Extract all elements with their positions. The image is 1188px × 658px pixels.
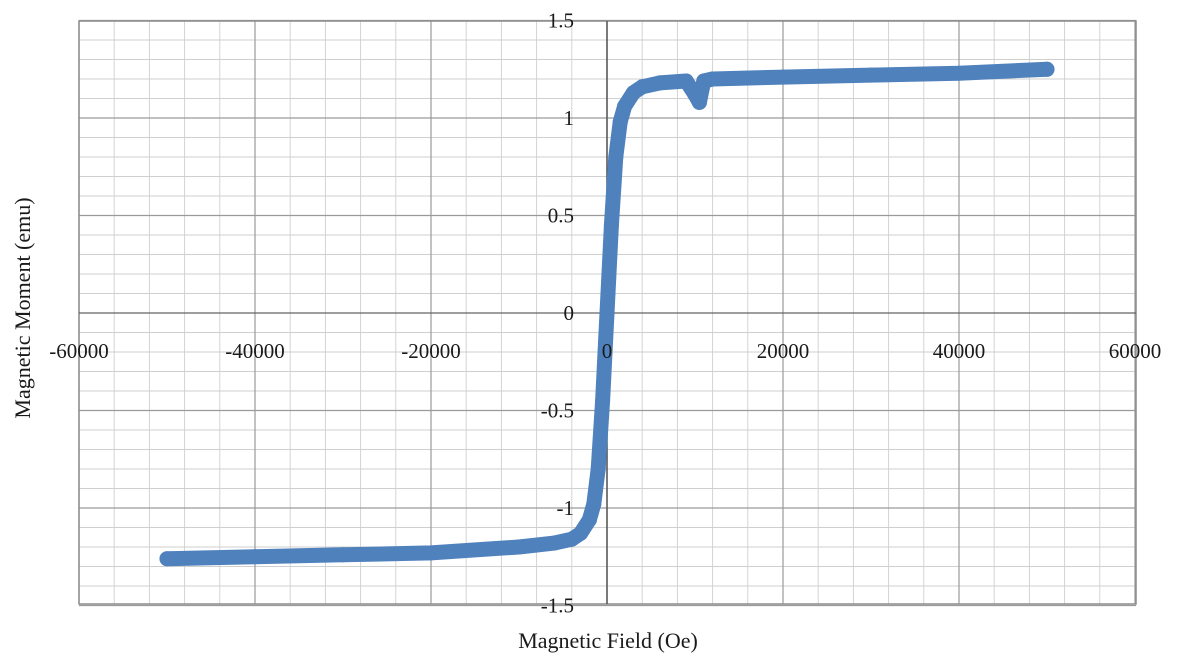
y-tick-label: -0.5 <box>541 399 574 423</box>
y-tick-label: 1 <box>564 106 575 130</box>
data-point <box>511 539 527 555</box>
y-axis-title: Magnetic Moment (emu) <box>10 197 35 418</box>
x-tick-label: 40000 <box>933 339 986 363</box>
x-tick-label: -20000 <box>401 339 461 363</box>
y-tick-label: 1.5 <box>548 9 574 33</box>
data-point <box>612 114 628 130</box>
y-tick-label: 0.5 <box>548 204 574 228</box>
data-point <box>863 67 879 83</box>
data-point <box>634 79 650 95</box>
data-point <box>608 149 624 165</box>
data-point <box>678 73 694 89</box>
data-point <box>652 75 668 91</box>
data-point <box>595 393 611 409</box>
data-point <box>423 545 439 561</box>
data-point <box>603 217 619 233</box>
x-tick-labels: -60000 -40000 -20000 0 20000 40000 60000 <box>49 339 1161 363</box>
data-point <box>546 535 562 551</box>
x-axis-title: Magnetic Field (Oe) <box>518 628 698 653</box>
data-point <box>247 549 263 565</box>
data-point <box>617 98 633 114</box>
data-point <box>335 547 351 563</box>
x-tick-label: -60000 <box>49 339 109 363</box>
y-tick-labels: -1.5 -1 -0.5 0 0.5 1 1.5 <box>541 9 574 618</box>
data-point <box>590 461 606 477</box>
data-point <box>581 512 597 528</box>
x-tick-label: 60000 <box>1109 339 1162 363</box>
data-point <box>599 305 615 321</box>
series-layer <box>159 61 1055 567</box>
data-point <box>586 496 602 512</box>
data-point <box>705 71 721 87</box>
x-tick-label: 0 <box>602 339 613 363</box>
y-tick-label: 0 <box>564 301 575 325</box>
y-tick-label: -1.5 <box>541 594 574 618</box>
data-point <box>691 94 707 110</box>
data-point <box>1039 61 1055 77</box>
data-point <box>951 65 967 81</box>
y-tick-label: -1 <box>557 496 575 520</box>
x-tick-label: -40000 <box>225 339 285 363</box>
data-point <box>573 525 589 541</box>
data-point <box>159 551 175 567</box>
data-point <box>775 69 791 85</box>
x-tick-label: 20000 <box>757 339 810 363</box>
